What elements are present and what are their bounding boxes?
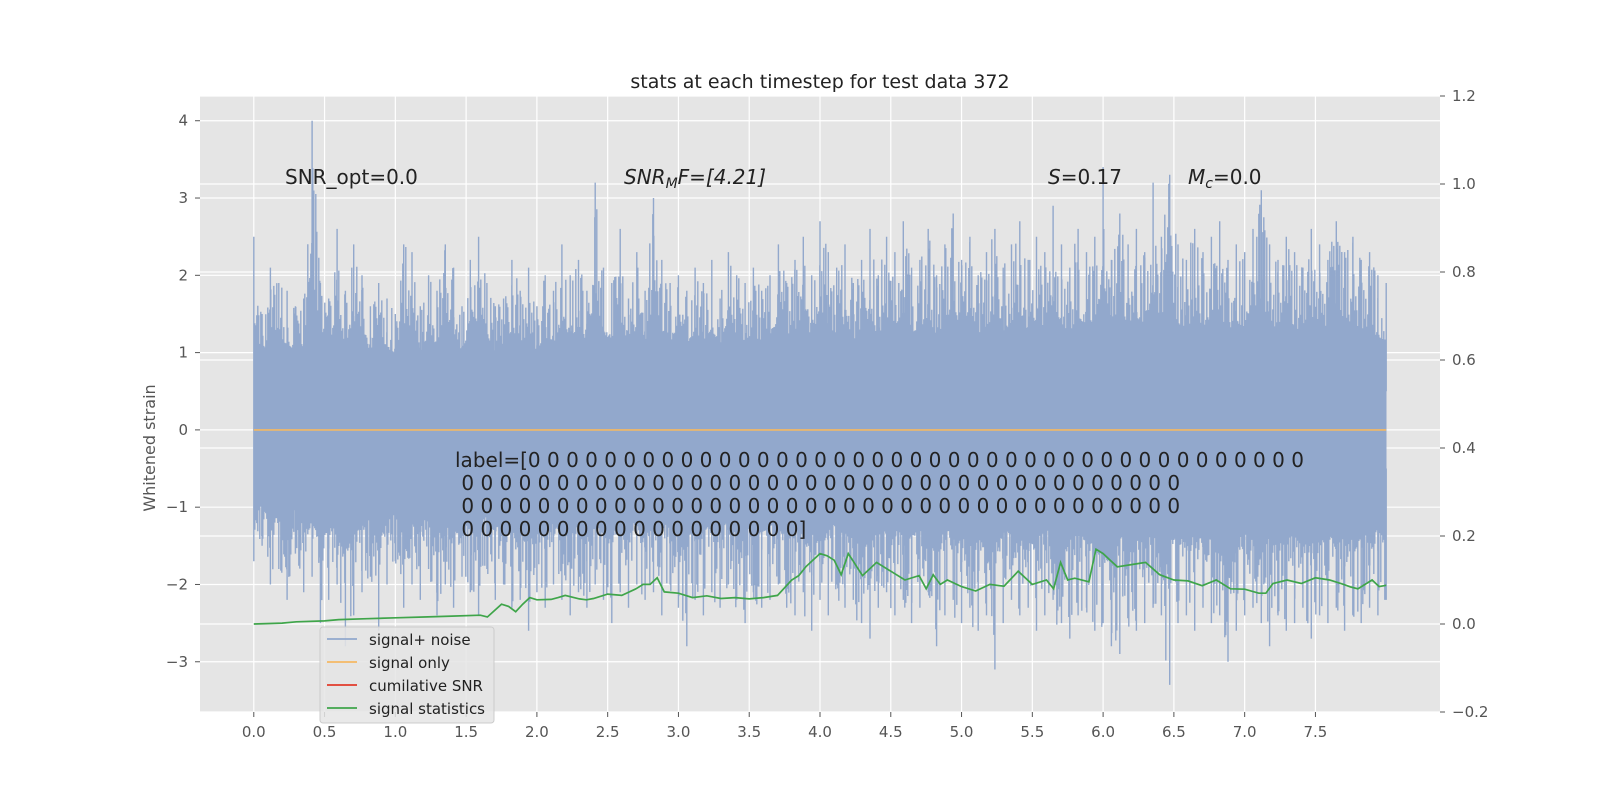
x-tick-label-8: 4.0: [808, 723, 832, 741]
y-axis-left: −3 −2 −1 0 1 2 3 4: [166, 112, 200, 671]
mc-symbol: M: [1188, 165, 1205, 189]
legend-label-cumilative-snr: cumilative SNR: [369, 677, 483, 695]
x-tick-label-13: 6.5: [1162, 723, 1186, 741]
legend-label-signal-only: signal only: [369, 654, 450, 672]
y2-tick-label-6: 1.0: [1452, 175, 1476, 193]
x-tick-label-1: 0.5: [313, 723, 337, 741]
y-tick-label-2: −1: [166, 498, 188, 516]
y-tick-label-5: 2: [178, 266, 188, 284]
x-tick-label-14: 7.0: [1233, 723, 1257, 741]
x-axis: 0.0 0.5 1.0 1.5 2.0 2.5 3.0 3.5 4.0 4.5 5.0 5.5 6.0 6…: [242, 712, 1328, 741]
signal-statistics-series: [253, 547, 1387, 625]
x-tick-label-5: 2.5: [596, 723, 620, 741]
y2-tick-label-4: 0.6: [1452, 351, 1476, 369]
label-line-4: 0 0 0 0 0 0 0 0 0 0 0 0 0 0 0 0 0 0]: [455, 517, 806, 541]
y2-tick-label-0: −0.2: [1452, 703, 1488, 721]
x-tick-label-9: 4.5: [879, 723, 903, 741]
y-tick-label-4: 1: [178, 344, 188, 362]
label-line-3: 0 0 0 0 0 0 0 0 0 0 0 0 0 0 0 0 0 0 0 0 …: [455, 494, 1180, 518]
x-tick-label-4: 2.0: [525, 723, 549, 741]
snr-mf-value: F=[4.21]: [678, 165, 766, 189]
x-tick-label-7: 3.5: [737, 723, 761, 741]
s-symbol: S: [1048, 165, 1061, 189]
y-axis-label: Whitened strain: [140, 384, 159, 511]
y-tick-label-0: −3: [166, 653, 188, 671]
x-tick-label-11: 5.5: [1020, 723, 1044, 741]
mc-subscript: c: [1205, 176, 1213, 192]
y2-tick-label-2: 0.2: [1452, 527, 1476, 545]
y-tick-label-3: 0: [178, 421, 188, 439]
x-tick-label-0: 0.0: [242, 723, 266, 741]
annotation-snr-opt: SNR_opt=0.0: [285, 165, 418, 189]
y-tick-label-7: 4: [178, 112, 188, 130]
x-tick-label-3: 1.5: [454, 723, 478, 741]
annotation-s: S=0.17: [1048, 165, 1122, 189]
y2-tick-label-7: 1.2: [1452, 87, 1476, 105]
snr-mf-symbol: SNR: [624, 165, 666, 189]
annotation-label: label=[0 0 0 0 0 0 0 0 0 0 0 0 0 0 0 0 0…: [455, 448, 1304, 541]
x-tick-label-10: 5.0: [950, 723, 974, 741]
annotation-snr-mf: SNRMF=[4.21]: [624, 165, 766, 192]
label-line-2: 0 0 0 0 0 0 0 0 0 0 0 0 0 0 0 0 0 0 0 0 …: [455, 471, 1180, 495]
signal-statistics-line: [253, 547, 1387, 625]
label-line-1: label=[0 0 0 0 0 0 0 0 0 0 0 0 0 0 0 0 0…: [455, 448, 1304, 472]
y2-tick-label-3: 0.4: [1452, 439, 1476, 457]
legend-label-signal-statistics: signal statistics: [369, 700, 485, 718]
x-tick-label-6: 3.0: [667, 723, 691, 741]
y-tick-label-1: −2: [166, 575, 188, 593]
legend: signal+ noise signal only cumilative SNR…: [319, 626, 495, 724]
y2-tick-label-5: 0.8: [1452, 263, 1476, 281]
x-tick-label-12: 6.0: [1091, 723, 1115, 741]
x-tick-label-15: 7.5: [1304, 723, 1328, 741]
x-tick-label-2: 1.0: [383, 723, 407, 741]
y-tick-label-6: 3: [178, 189, 188, 207]
y2-tick-label-1: 0.0: [1452, 615, 1476, 633]
mc-value: =0.0: [1213, 165, 1262, 189]
snr-mf-subscript: M: [666, 176, 678, 192]
s-value: =0.17: [1061, 165, 1122, 189]
y-axis-right: −0.2 0.0 0.2 0.4 0.6 0.8 1.0 1.2: [1440, 87, 1488, 721]
chart-title: stats at each timestep for test data 372: [630, 71, 1009, 93]
legend-box: [319, 626, 495, 724]
annotation-mc: Mc=0.0: [1188, 165, 1262, 192]
legend-label-signal-noise: signal+ noise: [369, 631, 471, 649]
